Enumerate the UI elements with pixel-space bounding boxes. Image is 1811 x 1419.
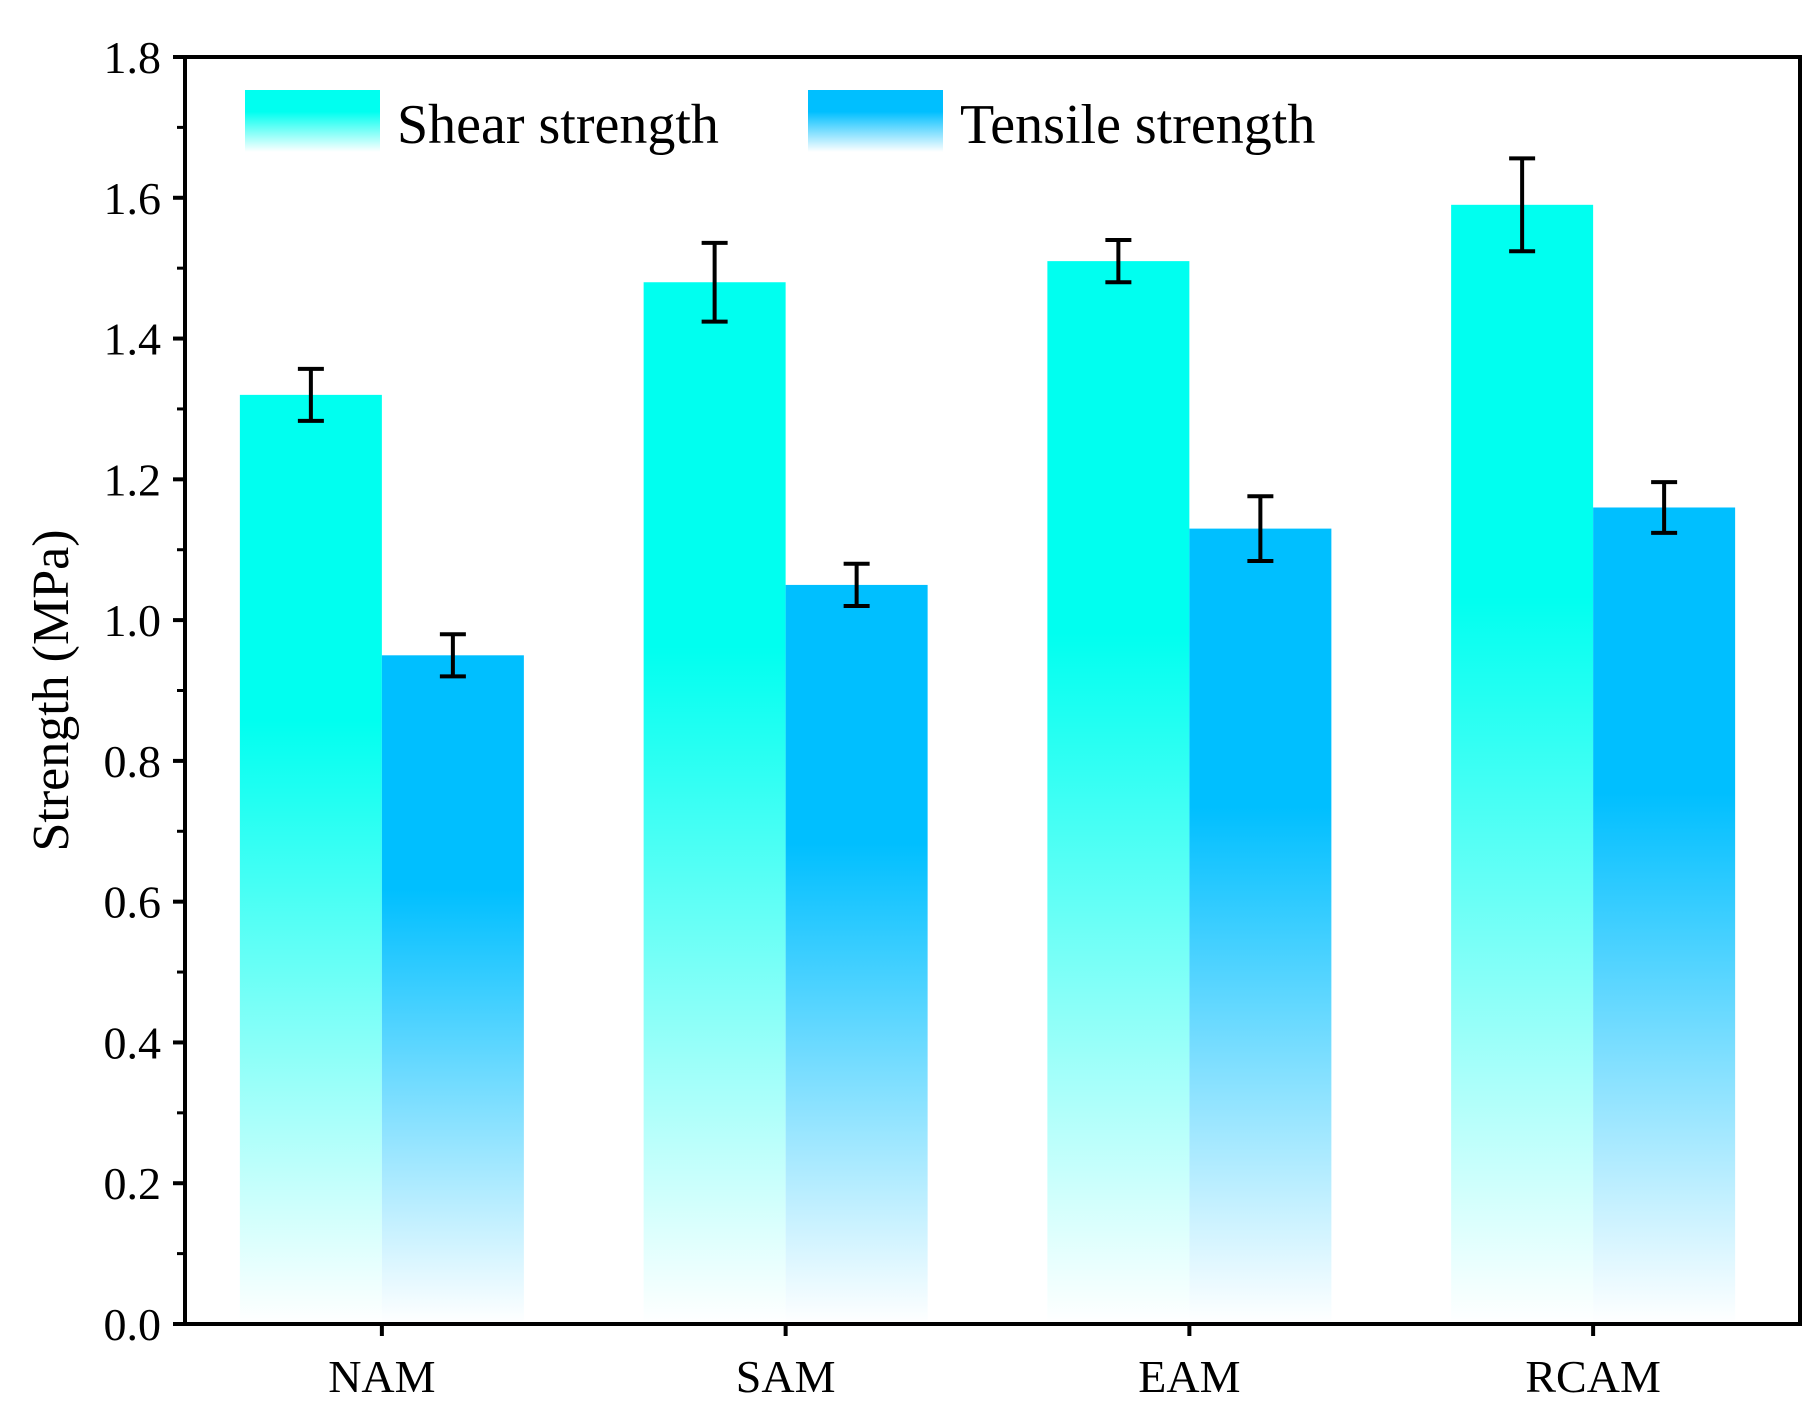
- bar-shear-strength-rcam: [1451, 204, 1594, 1325]
- y-tick-label: 1.4: [104, 314, 162, 365]
- errorbar-shear-strength-eam: [1105, 238, 1132, 285]
- y-tick-label: 1.2: [104, 454, 162, 505]
- bar-shear-strength-eam: [1047, 261, 1190, 1324]
- legend: Shear strength Tensile strength: [245, 90, 1315, 156]
- y-tick-label: 0.4: [104, 1017, 162, 1068]
- y-tick-label: 0.0: [104, 1299, 162, 1350]
- y-tick-label: 1.0: [104, 595, 162, 646]
- y-axis: 0.0 0.2 0.4 0.6 0.8 1.0 1.2 1.4 1.6 1.8: [104, 32, 185, 1350]
- x-tick-label-nam: NAM: [328, 1351, 435, 1402]
- y-tick-label: 0.2: [104, 1158, 162, 1209]
- y-tick-label: 0.6: [104, 877, 162, 928]
- legend-swatch-tensile-strength: [808, 90, 943, 152]
- x-tick-label-rcam: RCAM: [1525, 1351, 1660, 1402]
- errorbar-tensile-strength-sam: [843, 561, 870, 609]
- y-tick-label: 1.6: [104, 173, 162, 224]
- bar-tensile-strength-rcam: [1593, 507, 1736, 1324]
- errorbar-tensile-strength-rcam: [1651, 480, 1678, 535]
- y-tick-label: 1.8: [104, 32, 162, 83]
- bars-layer: [239, 204, 1736, 1325]
- legend-item-shear-strength: Shear strength: [245, 90, 719, 156]
- legend-swatch-shear-strength: [245, 90, 380, 152]
- y-tick-label: 0.8: [104, 736, 162, 787]
- errorbar-tensile-strength-eam: [1247, 494, 1274, 563]
- bar-shear-strength-nam: [239, 394, 382, 1324]
- bar-tensile-strength-eam: [1189, 528, 1332, 1324]
- x-tick-label-eam: EAM: [1138, 1351, 1240, 1402]
- bar-tensile-strength-sam: [785, 584, 928, 1324]
- errorbar-tensile-strength-nam: [439, 632, 466, 679]
- x-axis: NAM SAM EAM RCAM: [328, 1324, 1661, 1402]
- errorbars-layer: [297, 156, 1678, 679]
- legend-label-shear-strength: Shear strength: [397, 94, 719, 156]
- legend-label-tensile-strength: Tensile strength: [960, 94, 1315, 156]
- bar-tensile-strength-nam: [381, 655, 524, 1324]
- y-axis-title: Strength (MPa): [23, 529, 80, 851]
- legend-item-tensile-strength: Tensile strength: [808, 90, 1315, 156]
- x-tick-label-sam: SAM: [736, 1351, 836, 1402]
- bar-shear-strength-sam: [643, 282, 786, 1325]
- errorbar-shear-strength-rcam: [1509, 156, 1536, 254]
- errorbar-shear-strength-sam: [701, 240, 728, 324]
- errorbar-shear-strength-nam: [297, 366, 324, 423]
